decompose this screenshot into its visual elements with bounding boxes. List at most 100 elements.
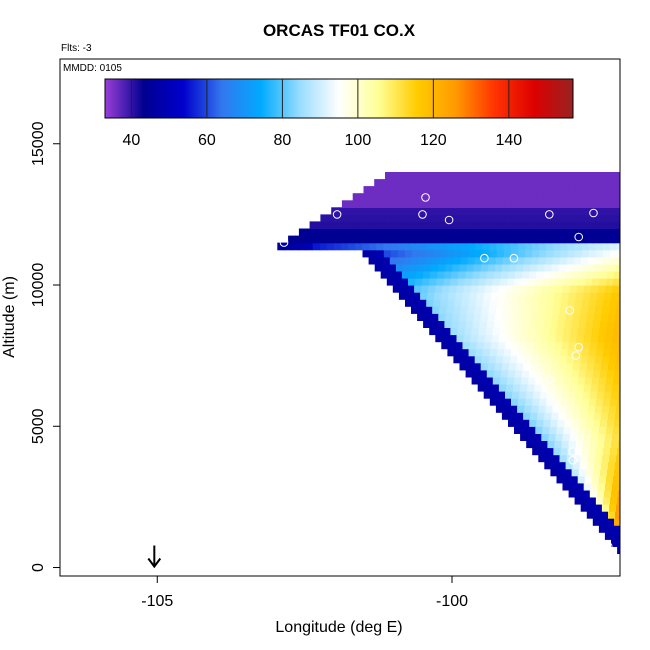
heatmap-cell	[564, 235, 572, 244]
observation-point	[577, 544, 587, 554]
heatmap-cell	[465, 320, 474, 328]
heatmap-cell	[604, 440, 612, 449]
heatmap-cell	[433, 200, 442, 208]
heatmap-cell	[489, 242, 498, 251]
heatmap-cell	[564, 320, 573, 328]
heatmap-cell	[547, 200, 555, 208]
heatmap-cell	[550, 419, 559, 427]
heatmap-cell	[568, 214, 576, 223]
heatmap-cell	[515, 369, 523, 378]
heatmap-cell	[483, 341, 492, 350]
heatmap-cell	[611, 440, 619, 449]
heatmap-cell	[519, 341, 527, 350]
heatmap-cell	[444, 193, 453, 201]
heatmap-cell	[396, 256, 405, 265]
heatmap-cell	[432, 242, 441, 251]
heatmap-cell	[468, 242, 476, 251]
heatmap-cell	[433, 299, 441, 307]
heatmap-cell	[589, 489, 598, 498]
heatmap-cell	[575, 200, 584, 208]
x-tick-label: -100	[436, 593, 468, 610]
heatmap-cell	[569, 383, 578, 392]
heatmap-cell	[556, 327, 565, 336]
x-tick-label: -105	[141, 593, 173, 610]
heatmap-cell	[398, 186, 407, 194]
heatmap-cell	[531, 405, 539, 413]
heatmap-cell	[543, 270, 552, 279]
heatmap-cell	[493, 221, 502, 230]
heatmap-cell	[496, 299, 505, 307]
heatmap-cell	[544, 179, 552, 187]
heatmap-cell	[508, 207, 516, 215]
heatmap-cell	[606, 277, 614, 286]
heatmap-cell	[589, 186, 598, 194]
heatmap-cell	[560, 214, 569, 223]
heatmap-cell	[476, 200, 484, 208]
heatmap-cell	[398, 200, 407, 208]
heatmap-cell	[566, 256, 575, 265]
heatmap-cell	[477, 172, 485, 180]
heatmap-cell	[609, 355, 617, 364]
heatmap-cell	[421, 285, 429, 293]
heatmap-cell	[496, 348, 505, 357]
heatmap-cell	[502, 355, 511, 364]
heatmap-cell	[614, 419, 620, 427]
heatmap-cell	[568, 489, 577, 498]
heatmap-cell	[509, 362, 517, 371]
heatmap-cell	[426, 214, 435, 223]
heatmap-cell	[528, 426, 536, 434]
heatmap-cell	[554, 292, 563, 300]
heatmap-cell	[518, 398, 526, 406]
heatmap-cell	[607, 270, 615, 279]
heatmap-cell	[480, 313, 489, 321]
heatmap-cell	[540, 440, 548, 449]
heatmap-cell	[424, 263, 432, 272]
heatmap-cell	[610, 447, 618, 456]
heatmap-cell	[560, 398, 569, 406]
heatmap-cell	[483, 292, 492, 300]
heatmap-cell	[549, 277, 558, 286]
heatmap-cell	[545, 256, 554, 265]
heatmap-cell	[565, 263, 574, 272]
heatmap-cell	[543, 419, 551, 427]
heatmap-cell	[577, 426, 586, 434]
heatmap-cell	[522, 207, 530, 215]
observation-point	[444, 215, 454, 225]
heatmap-cell	[520, 285, 528, 293]
heatmap-cell	[467, 306, 476, 314]
heatmap-cell	[391, 214, 399, 223]
heatmap-cell	[569, 433, 578, 441]
heatmap-cell	[479, 235, 487, 244]
heatmap-cell	[431, 313, 439, 321]
heatmap-cell	[615, 511, 620, 519]
heatmap-cell	[611, 489, 619, 498]
heatmap-cell	[608, 511, 616, 519]
heatmap-cell	[573, 306, 582, 314]
observation-point	[545, 210, 554, 219]
heatmap-cell	[434, 292, 442, 300]
heatmap-cell	[580, 355, 589, 364]
heatmap-cell	[592, 369, 601, 378]
heatmap-cell	[442, 285, 450, 293]
heatmap-cell	[440, 242, 448, 251]
heatmap-cell	[576, 172, 584, 180]
heatmap-cell	[480, 179, 488, 187]
heatmap-cell	[496, 242, 505, 251]
heatmap-cell	[538, 355, 546, 364]
heatmap-cell	[381, 179, 389, 187]
heatmap-cell	[449, 285, 458, 293]
heatmap-cell	[605, 433, 613, 441]
heatmap-cell	[475, 249, 484, 258]
heatmap-cell	[529, 270, 537, 279]
heatmap-cell	[460, 306, 469, 314]
heatmap-cell	[586, 412, 595, 420]
heatmap-cell	[440, 299, 448, 307]
heatmap-cell	[615, 362, 620, 371]
heatmap-cell	[327, 214, 336, 223]
heatmap-cell	[560, 228, 569, 237]
heatmap-cell	[409, 207, 417, 215]
heatmap-cell	[553, 447, 562, 456]
heatmap-cell	[392, 285, 401, 293]
heatmap-cell	[494, 313, 503, 321]
heatmap-cell	[553, 249, 562, 258]
